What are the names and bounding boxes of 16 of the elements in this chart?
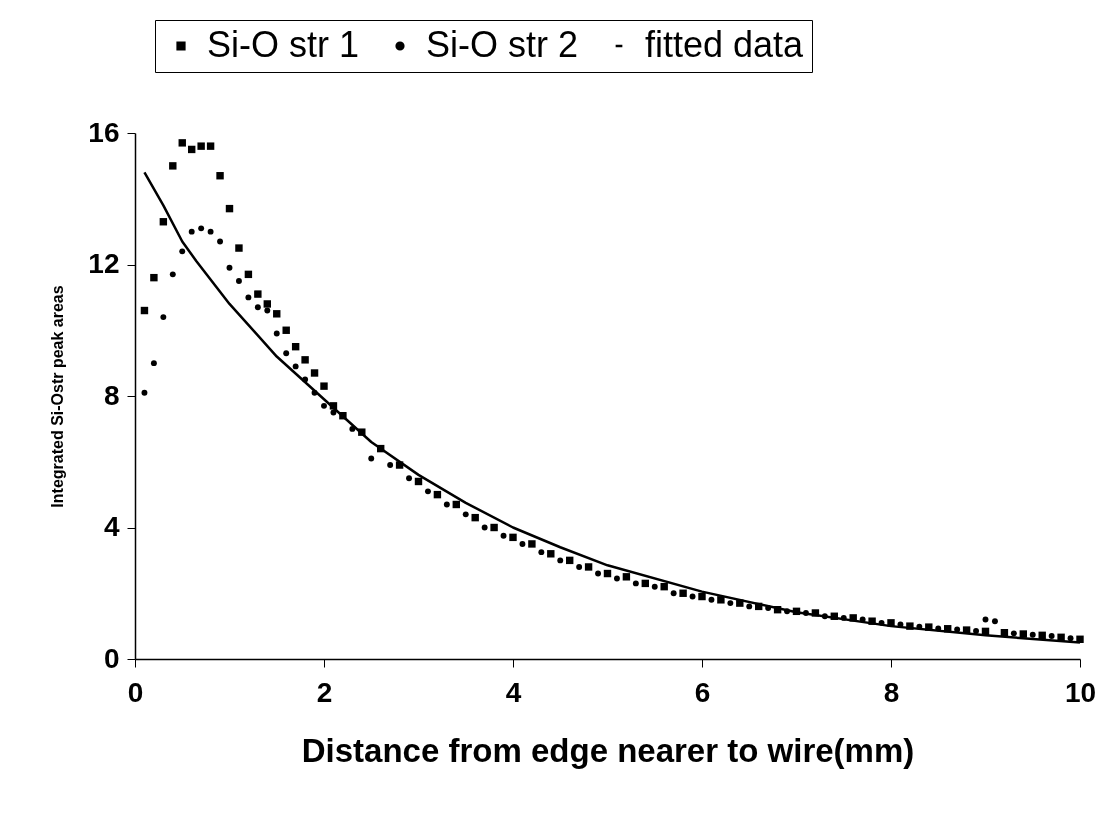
y-tick-label: 12 (88, 248, 120, 279)
y-axis-title: Integrated Si-Ostr peak areas (49, 285, 67, 508)
x-tick-label: 8 (883, 676, 900, 708)
legend-label: Si-O str 1 (207, 24, 360, 65)
x-tick-label: 6 (694, 676, 711, 708)
x-tick-label: 0 (127, 676, 144, 708)
x-tick-label: 4 (505, 676, 522, 708)
y-tick-label: 4 (103, 511, 120, 542)
legend-label: fitted data (645, 24, 805, 65)
y-tick-label: 16 (88, 116, 120, 148)
x-tick-label: 10 (1064, 676, 1097, 708)
x-tick-label: 2 (316, 676, 333, 708)
legend-label: Si-O str 2 (426, 24, 579, 65)
y-tick-label: 8 (103, 379, 120, 411)
y-tick-label: 0 (103, 642, 120, 674)
x-axis-title: Distance from edge nearer to wire(mm) (301, 731, 915, 769)
